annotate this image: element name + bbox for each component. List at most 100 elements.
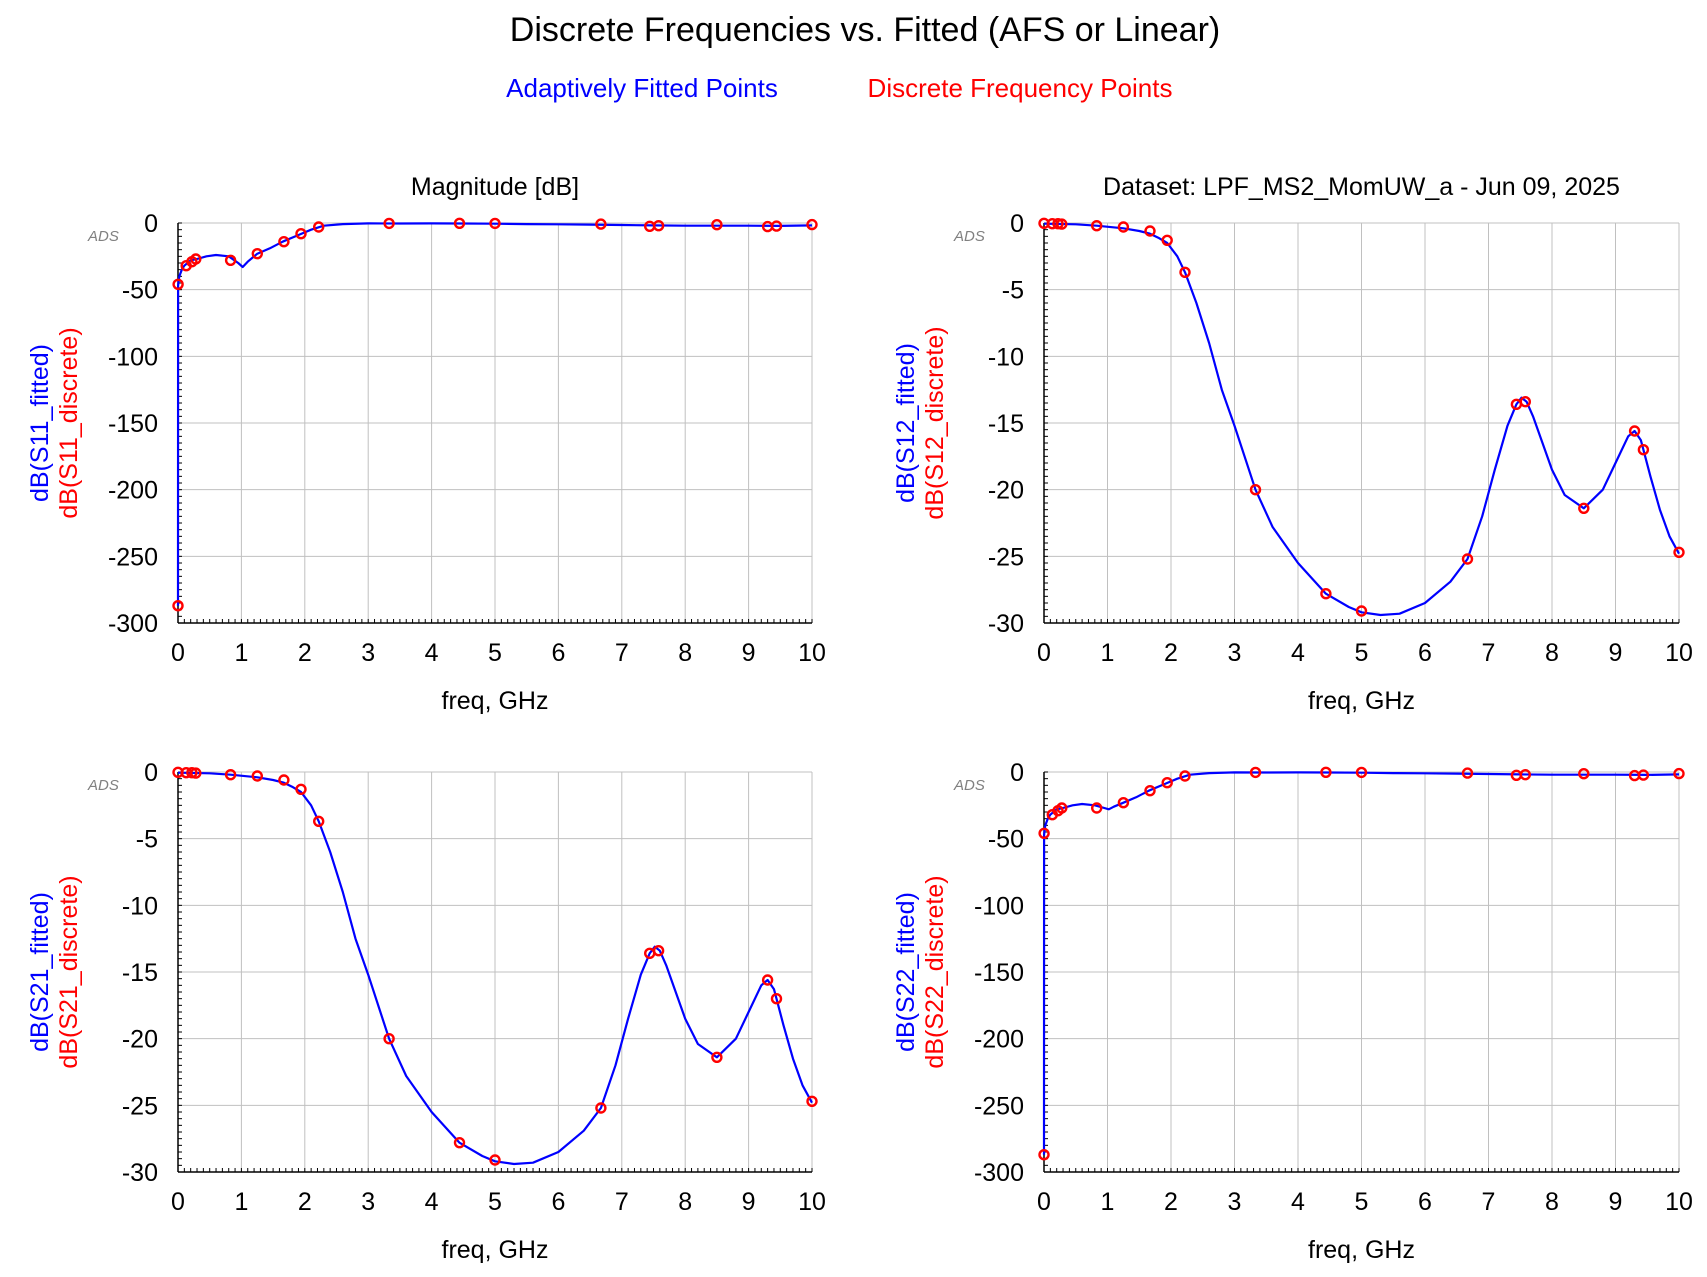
legend-fitted: Adaptively Fitted Points: [506, 73, 778, 103]
y-axis-label-discrete: dB(S22_discrete): [921, 875, 949, 1068]
discrete-point: [1117, 797, 1130, 809]
discrete-point: [453, 1136, 466, 1149]
y-tick-label: -100: [108, 343, 158, 371]
y-tick-label: -30: [122, 1159, 158, 1187]
discrete-point: [190, 253, 202, 265]
discrete-point: [1519, 769, 1532, 781]
y-tick-label: -250: [974, 1092, 1024, 1120]
x-tick-label: 8: [1545, 639, 1559, 667]
discrete-point: [489, 217, 501, 230]
x-tick-label: 4: [425, 1188, 439, 1216]
y-tick-label: -20: [988, 477, 1024, 505]
y-tick-label: -5: [1002, 277, 1024, 305]
discrete-point: [711, 218, 723, 231]
x-tick-label: 2: [298, 1188, 312, 1216]
discrete-point: [1519, 396, 1532, 408]
x-tick-label: 2: [1164, 639, 1178, 667]
x-tick-label: 9: [742, 639, 756, 667]
x-tick-label: 5: [488, 639, 502, 667]
discrete-point: [770, 220, 783, 232]
discrete-point: [489, 1154, 501, 1166]
y-tick-label: -150: [108, 410, 158, 438]
discrete-point: [1637, 444, 1650, 456]
x-tick-label: 1: [234, 639, 248, 667]
x-tick-label: 10: [798, 1188, 826, 1216]
discrete-point: [1637, 769, 1650, 781]
discrete-point: [1249, 484, 1262, 496]
discrete-point: [652, 945, 665, 957]
discrete-point: [1144, 785, 1156, 797]
discrete-point: [1320, 588, 1332, 600]
discrete-point: [1628, 425, 1641, 437]
x-tick-label: 0: [171, 639, 185, 667]
y-axis-label-discrete: dB(S11_discrete): [55, 327, 83, 518]
y-axis-label-fitted: dB(S22_fitted): [892, 892, 920, 1052]
discrete-point: [806, 1095, 818, 1108]
panels-group: 0 1 2 3 4 5 6 7 8 9 100-50-100-150-200-250-300freq…: [26, 173, 1693, 1264]
figure-title: Discrete Frequencies vs. Fitted (AFS or …: [510, 11, 1220, 49]
chart-panel-top-right: 0 1 2 3 4 5 6 7 8 9 10 0 -5 -10 -15 -20 -25 -30 freq, GHz d…: [892, 173, 1693, 715]
chart-panel-bottom-right: 0 1 2 3 4 5 6 7 8 9 10 0 -50 -100 -150 -200 -250 -300 freq…: [892, 759, 1693, 1264]
x-tick-label: 9: [1609, 1188, 1623, 1216]
y-tick-label: -10: [988, 343, 1024, 371]
ads-watermark: ADS: [953, 777, 985, 794]
discrete-point: [251, 247, 263, 260]
discrete-point: [172, 278, 184, 290]
y-tick-label: -15: [122, 959, 158, 987]
x-tick-label: 6: [551, 1188, 565, 1216]
series-line-fitted: [1043, 222, 1680, 617]
discrete-point: [313, 221, 325, 233]
discrete-point: [1355, 605, 1368, 617]
y-tick-label: -15: [988, 410, 1024, 438]
x-tick-label: 8: [1545, 1188, 1559, 1216]
discrete-point: [251, 770, 263, 782]
x-tick-label: 7: [615, 1188, 629, 1216]
y-tick-label: -200: [108, 477, 158, 505]
discrete-point: [595, 1102, 607, 1114]
x-tick-label: 3: [1228, 639, 1242, 667]
x-tick-label: 7: [1482, 1188, 1496, 1216]
x-axis-label: freq, GHz: [1308, 687, 1415, 715]
discrete-point: [383, 217, 395, 230]
x-tick-label: 1: [234, 1188, 248, 1216]
x-tick-label: 2: [1164, 1188, 1178, 1216]
x-tick-label: 6: [551, 639, 565, 667]
discrete-point: [295, 227, 307, 240]
x-tick-label: 5: [1355, 639, 1369, 667]
discrete-point: [595, 218, 607, 230]
x-tick-label: 5: [1355, 1188, 1369, 1216]
x-tick-label: 8: [678, 639, 692, 667]
discrete-point: [172, 600, 184, 612]
x-tick-label: 8: [678, 1188, 692, 1216]
x-tick-label: 3: [1228, 1188, 1242, 1216]
discrete-point: [224, 769, 237, 781]
discrete-point: [1090, 802, 1103, 814]
x-axis-label: freq, GHz: [1308, 1236, 1415, 1264]
series-line-fitted: [177, 771, 813, 1166]
x-tick-label: 3: [361, 639, 375, 667]
discrete-point: [1056, 802, 1068, 814]
discrete-point: [806, 218, 818, 231]
x-tick-label: 5: [488, 1188, 502, 1216]
discrete-point: [1038, 1148, 1050, 1161]
y-tick-label: -30: [988, 610, 1024, 638]
x-tick-label: 9: [1609, 639, 1623, 667]
discrete-point: [453, 217, 466, 230]
discrete-point: [1461, 553, 1474, 565]
x-tick-label: 7: [615, 639, 629, 667]
discrete-point: [1249, 766, 1262, 779]
discrete-point: [770, 993, 783, 1005]
y-axis-label-discrete: dB(S12_discrete): [921, 326, 949, 519]
discrete-point: [278, 774, 290, 786]
x-tick-label: 9: [742, 1188, 756, 1216]
discrete-point: [1038, 827, 1050, 839]
ads-watermark: ADS: [953, 228, 985, 245]
panel-title: Magnitude [dB]: [411, 173, 579, 201]
discrete-point: [1461, 767, 1474, 779]
x-tick-label: 4: [1291, 639, 1305, 667]
x-tick-label: 0: [1037, 639, 1051, 667]
y-axis-label-fitted: dB(S11_fitted): [26, 344, 54, 502]
y-tick-label: -300: [108, 610, 158, 638]
x-axis-label: freq, GHz: [442, 687, 549, 715]
